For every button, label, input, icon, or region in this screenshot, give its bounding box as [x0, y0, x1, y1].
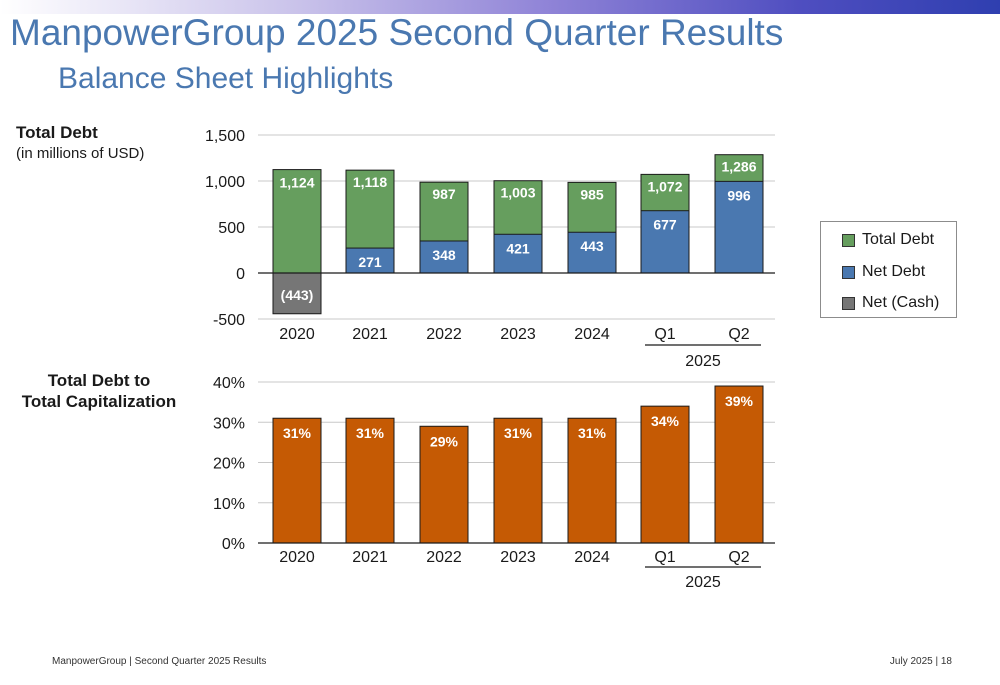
debt-chart-title: Total Debt	[16, 123, 98, 142]
total-debt-data-label: 1,003	[500, 185, 535, 201]
cap-chart-title-line1: Total Debt to	[47, 371, 151, 390]
footer-source: ManpowerGroup | Second Quarter 2025 Resu…	[52, 656, 267, 667]
debt-xtick-label: 2024	[574, 326, 610, 343]
total-debt-data-label: 985	[580, 186, 604, 202]
debt-ytick-label: 1,500	[205, 128, 245, 145]
page-subtitle: Balance Sheet Highlights	[58, 62, 394, 95]
debt-chart-label: Total Debt (in millions of USD)	[16, 122, 144, 164]
cap-ytick-label: 40%	[213, 375, 245, 392]
footer-page-info: July 2025 | 18	[889, 656, 952, 667]
debt-xtick-label: 2022	[426, 326, 462, 343]
cap-xtick-label: 2023	[500, 549, 536, 566]
net-debt-data-label: 677	[653, 217, 677, 233]
cap-xtick-label: 2024	[574, 549, 610, 566]
cap-xtick-label: Q1	[654, 549, 675, 566]
cap-xtick-label: 2021	[352, 549, 388, 566]
cap-ratio-bar	[272, 417, 322, 544]
debt-group-label: 2025	[685, 353, 721, 370]
cap-ytick-label: 30%	[213, 415, 245, 432]
legend-swatch-net-debt	[842, 265, 855, 279]
net-debt-bar	[567, 231, 617, 274]
cap-xtick-label: 2020	[279, 549, 315, 566]
total-debt-data-label: 987	[432, 186, 456, 202]
debt-xtick-label: Q2	[728, 326, 749, 343]
net-debt-data-label: 271	[358, 254, 382, 270]
net-debt-bar	[640, 210, 690, 274]
cap-ytick-label: 0%	[222, 536, 245, 553]
legend-label-net-debt: Net Debt	[862, 263, 926, 280]
page-title: ManpowerGroup 2025 Second Quarter Result…	[10, 12, 784, 53]
net-debt-data-label: 443	[580, 238, 604, 254]
total-debt-chart: 1,500 1,000 500 0 -500 2020 2021 2022 2023 2024 Q1…	[205, 128, 775, 370]
cap-ratio-data-label: 31%	[578, 425, 607, 441]
debt-ytick-label: 0	[236, 266, 245, 283]
cap-ratio-data-label: 31%	[283, 425, 312, 441]
cap-ratio-bar	[567, 417, 617, 544]
debt-ytick-label: -500	[213, 312, 245, 329]
net-debt-bar	[419, 240, 469, 274]
net-debt-data-label: 996	[727, 187, 751, 203]
debt-to-capitalization-chart: 40% 30% 20% 10% 0% 2020 2021 2022 2023 2024 Q1 Q2 20…	[213, 375, 775, 591]
net-debt-bar	[714, 180, 764, 274]
legend-swatch-total-debt	[842, 233, 855, 247]
net-debt-data-label: 421	[506, 240, 530, 256]
debt-chart-legend: Total Debt Net Debt Net (Cash)	[820, 221, 957, 318]
debt-xtick-label: 2023	[500, 326, 536, 343]
total-debt-data-label: 1,124	[279, 175, 314, 191]
legend-item-net-cash: Net (Cash)	[842, 293, 939, 313]
legend-label-total-debt: Total Debt	[862, 231, 935, 248]
cap-ytick-label: 10%	[213, 496, 245, 513]
debt-xtick-label: 2020	[279, 326, 315, 343]
total-debt-data-label: 1,072	[647, 178, 682, 194]
net-debt-bar	[345, 247, 395, 274]
debt-ytick-label: 500	[218, 220, 245, 237]
header-decoration-band	[0, 0, 1000, 14]
total-debt-data-label: 1,118	[353, 174, 387, 190]
cap-ratio-data-label: 34%	[651, 413, 680, 429]
legend-swatch-net-cash	[842, 296, 855, 310]
legend-item-total-debt: Total Debt	[842, 230, 934, 250]
legend-item-net-debt: Net Debt	[842, 262, 925, 282]
cap-ratio-data-label: 39%	[725, 393, 754, 409]
net-debt-bar	[493, 233, 543, 274]
cap-ytick-label: 20%	[213, 456, 245, 473]
total-debt-data-label: 1,286	[721, 159, 756, 175]
debt-xtick-label: 2021	[352, 326, 388, 343]
cap-group-label: 2025	[685, 574, 721, 591]
debt-chart-units: (in millions of USD)	[16, 145, 145, 162]
debt-xtick-label: Q1	[654, 326, 675, 343]
cap-ratio-bar	[714, 385, 764, 544]
cap-ratio-bar	[345, 417, 395, 544]
net-debt-data-label: 348	[432, 247, 456, 263]
cap-chart-title-line2: Total Capitalization	[21, 392, 177, 411]
net-cash-data-label: (443)	[281, 287, 314, 303]
cap-ratio-data-label: 29%	[430, 433, 459, 449]
cap-ratio-data-label: 31%	[356, 425, 385, 441]
cap-xtick-label: Q2	[728, 549, 749, 566]
debt-ytick-label: 1,000	[205, 174, 245, 191]
cap-ratio-bar	[419, 425, 469, 544]
legend-label-net-cash: Net (Cash)	[862, 294, 940, 311]
cap-chart-label: Total Debt to Total Capitalization	[8, 370, 190, 412]
cap-ratio-data-label: 31%	[504, 425, 533, 441]
cap-xtick-label: 2022	[426, 549, 462, 566]
